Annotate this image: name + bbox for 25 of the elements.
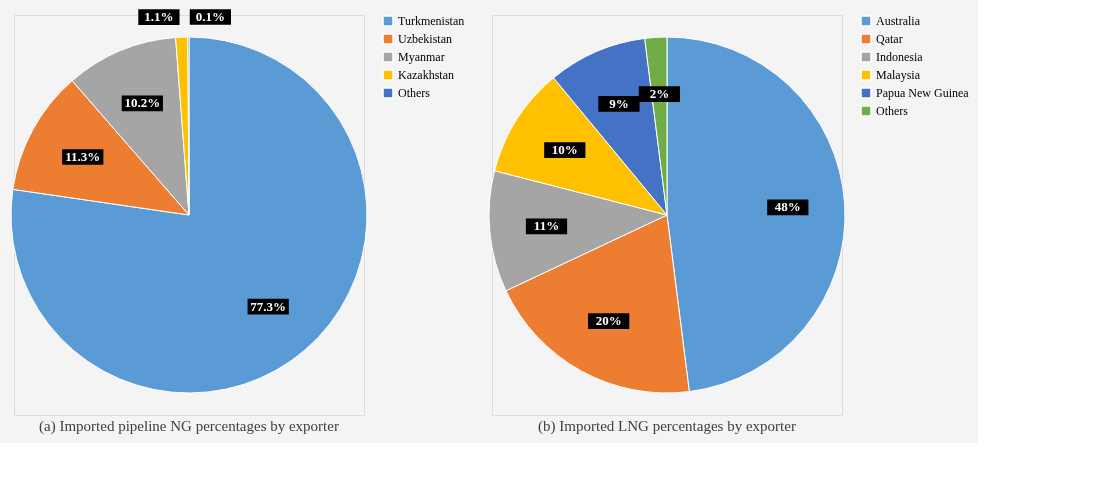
text: (b) Imported LNG percentages by exporter (538, 418, 796, 435)
legend-label: Turkmenistan (398, 14, 465, 28)
data-label: 10% (551, 142, 578, 158)
pie-slice (10, 36, 368, 394)
text: (a) Imported pipeline NG percentages by exporter (39, 418, 339, 435)
data-label: 10.2% (124, 95, 161, 111)
legend-label: Qatar (876, 32, 903, 46)
data-label: 48% (774, 199, 801, 215)
legend-label: Malaysia (876, 68, 921, 82)
legend-label: Others (876, 104, 909, 118)
legend-label: Others (398, 86, 431, 100)
legend-label: Myanmar (398, 50, 445, 64)
data-label: 77.3% (250, 298, 287, 314)
data-label: 9% (609, 95, 629, 111)
data-label: 20% (595, 313, 622, 329)
legend-label: Kazakhstan (398, 68, 454, 82)
legend-label: Indonesia (876, 50, 924, 64)
data-label: 11% (533, 218, 560, 234)
data-label: 11.3% (65, 149, 101, 165)
data-label: 0.1% (195, 9, 225, 24)
legend-label: Papua New Guinea (876, 86, 970, 100)
data-label: 1.1% (144, 9, 174, 25)
legend-label: Australia (876, 14, 921, 28)
data-label: 2% (649, 86, 670, 102)
legend-label: Uzbekistan (398, 32, 452, 46)
